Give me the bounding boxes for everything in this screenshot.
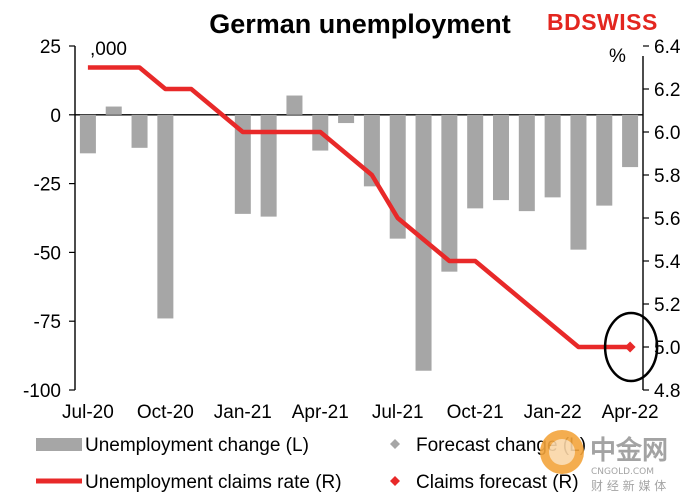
bar-unemployment-change [415, 114, 432, 371]
legend-unemployment-change: Unemployment change (L) [85, 435, 309, 456]
legend-grey-diamond [390, 439, 400, 449]
brand-logo: BDSWISS [547, 9, 658, 35]
left-tick-label: -50 [34, 243, 61, 264]
watermark-coin-icon [540, 430, 584, 474]
right-axis-unit: % [609, 46, 626, 67]
x-tick-label: Apr-22 [602, 402, 659, 423]
left-axis-unit: ,000 [90, 39, 127, 60]
watermark-subtitle: CNGOLD.COM [591, 467, 654, 477]
watermark-coin-inner-icon [549, 439, 575, 465]
bar-unemployment-change [467, 114, 484, 209]
bar-unemployment-change [363, 114, 380, 187]
legend-claims-rate: Unemployment claims rate (R) [85, 472, 342, 493]
left-tick-label: 0 [50, 106, 61, 127]
bar-unemployment-change [260, 114, 277, 217]
right-tick-label: 4.8 [654, 381, 680, 402]
left-tick-label: 25 [40, 37, 61, 58]
legend: Unemployment change (L) Forecast change … [36, 435, 586, 493]
annotation-circle [603, 311, 659, 383]
marker-claims-forecast [624, 341, 636, 353]
left-tick-label: -75 [34, 312, 61, 333]
right-tick-label: 5.2 [654, 295, 680, 316]
left-tick-label: -25 [34, 175, 61, 196]
bar-unemployment-change [622, 114, 639, 168]
bar-unemployment-change [518, 114, 535, 212]
bar-unemployment-change [286, 95, 303, 115]
watermark-title: 中金网 [590, 435, 668, 466]
x-tick-label: Jul-20 [62, 402, 114, 423]
x-tick-label: Oct-21 [447, 402, 504, 423]
bar-unemployment-change [131, 114, 148, 148]
legend-claims-forecast: Claims forecast (R) [416, 472, 579, 493]
right-tick-label: 5.6 [654, 209, 680, 230]
legend-bar-swatch [36, 438, 82, 451]
right-tick-label: 5.8 [654, 166, 680, 187]
right-tick-label: 6.0 [654, 123, 680, 144]
watermark: 中金网 CNGOLD.COM 财 经 新 媒 体 [540, 430, 668, 493]
x-tick-label: Jul-21 [372, 402, 424, 423]
plot-area: 25 0 -25 -50 -75 -100 6.4 6.2 6.0 5.8 5.6 5.4 5.2 5.0… [23, 37, 681, 423]
watermark-tagline: 财 经 新 媒 体 [591, 478, 666, 493]
right-tick-label: 5.0 [654, 338, 680, 359]
x-tick-label: Apr-21 [292, 402, 349, 423]
bar-unemployment-change [570, 114, 587, 250]
left-tick-label: -100 [23, 381, 61, 402]
bar-unemployment-change [544, 114, 561, 198]
bar-unemployment-change [338, 114, 355, 124]
bar-unemployment-change [441, 114, 458, 272]
bar-unemployment-change [79, 114, 96, 154]
right-tick-label: 6.4 [654, 37, 681, 58]
right-tick-label: 6.2 [654, 80, 680, 101]
x-tick-label: Jan-21 [214, 402, 272, 423]
marker-forecast-change [625, 151, 636, 162]
bar-unemployment-change [234, 114, 251, 214]
bar-unemployment-change [492, 114, 510, 201]
chart-title: German unemployment [209, 9, 511, 39]
legend-red-diamond [390, 476, 400, 486]
bar-unemployment-change [157, 114, 174, 319]
right-tick-label: 5.4 [654, 252, 681, 273]
brand-logo-text: BDSWISS [547, 9, 658, 35]
line-claims-rate [87, 65, 631, 350]
x-tick-label: Jan-22 [524, 402, 582, 423]
bar-unemployment-change [105, 106, 122, 115]
x-tick-label: Oct-20 [137, 402, 194, 423]
bar-unemployment-change [596, 114, 613, 206]
